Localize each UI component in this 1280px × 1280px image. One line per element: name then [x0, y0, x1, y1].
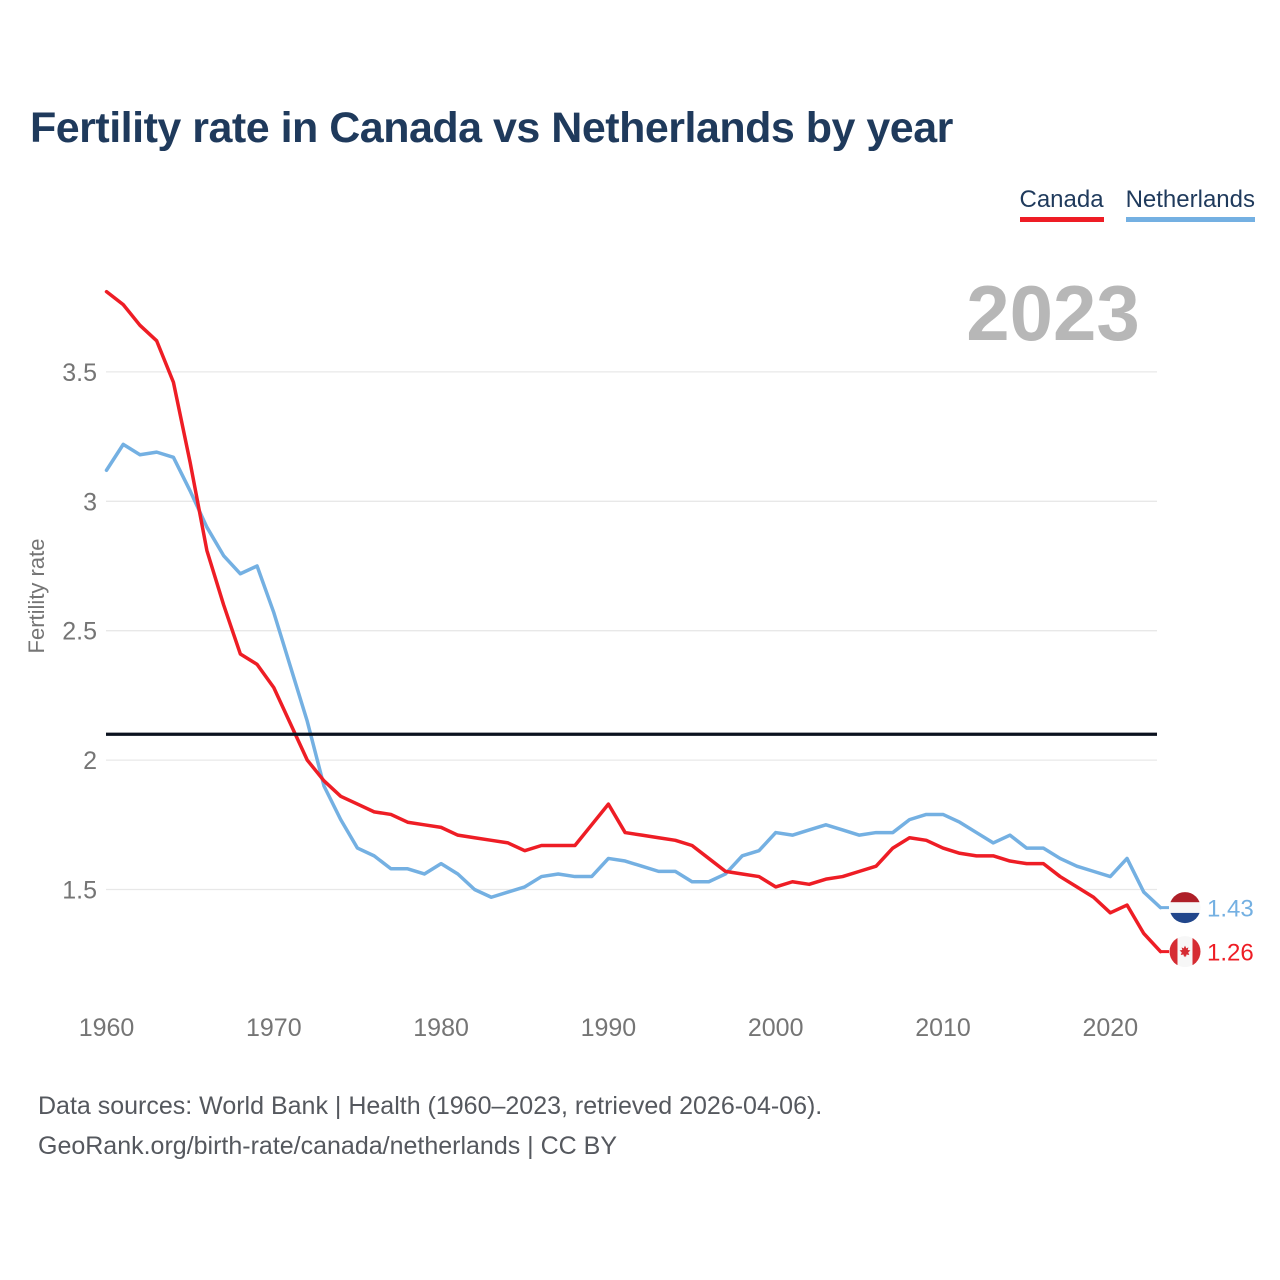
canada-flag-icon [1169, 936, 1201, 968]
netherlands-end-value: 1.43 [1207, 896, 1254, 923]
legend-item-netherlands[interactable]: Netherlands [1125, 186, 1255, 222]
netherlands-flag-icon [1169, 892, 1201, 924]
y-tick-label: 2.5 [62, 618, 97, 646]
x-axis-ticks-group: 1960 1970 1980 1990 2000 2010 2020 [79, 1014, 1138, 1042]
canada-flag-stripes [1169, 936, 1201, 968]
x-tick-label: 1990 [581, 1014, 637, 1042]
legend: Canada Netherlands [1019, 186, 1255, 222]
y-tick-label: 1.5 [62, 877, 97, 905]
year-watermark: 2023 [966, 269, 1140, 357]
canada-line [104, 289, 1163, 954]
chart-title: Fertility rate in Canada vs Netherlands … [30, 104, 953, 152]
footer-source-line: Data sources: World Bank | Health (1960–… [38, 1092, 823, 1120]
x-tick-label: 1970 [246, 1014, 302, 1042]
legend-item-canada[interactable]: Canada [1019, 186, 1104, 222]
y-axis-label: Fertility rate [24, 539, 49, 654]
maple-leaf-icon [1179, 945, 1191, 958]
gridlines-group: 1.5 2 2.5 3 3.5 [62, 359, 1157, 905]
canada-end-value: 1.26 [1207, 940, 1254, 967]
series-group [104, 289, 1169, 954]
y-tick-label: 3.5 [62, 359, 97, 387]
x-tick-label: 2020 [1082, 1014, 1138, 1042]
x-tick-label: 2000 [748, 1014, 804, 1042]
x-tick-label: 1980 [413, 1014, 469, 1042]
netherlands-line [104, 442, 1163, 910]
footer-url-line: GeoRank.org/birth-rate/canada/netherland… [38, 1132, 618, 1160]
y-tick-label: 2 [83, 747, 97, 775]
x-tick-label: 1960 [79, 1014, 135, 1042]
netherlands-flag-stripes [1169, 892, 1201, 924]
x-tick-label: 2010 [915, 1014, 971, 1042]
footer: Data sources: World Bank | Health (1960–… [38, 1086, 822, 1166]
y-tick-label: 3 [83, 488, 97, 516]
